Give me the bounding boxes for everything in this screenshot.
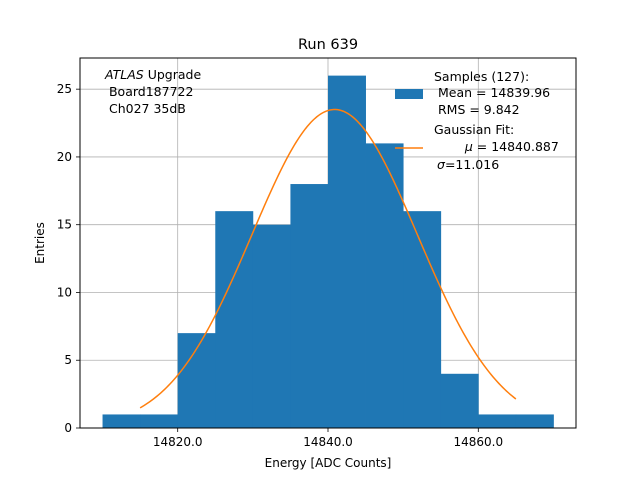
histogram-bar bbox=[440, 373, 479, 428]
annotation-channel: Ch027 35dB bbox=[105, 101, 186, 116]
x-tick-label: 14860.0 bbox=[453, 435, 503, 449]
annotation-upgrade: Upgrade bbox=[144, 67, 202, 82]
y-tick-label: 0 bbox=[64, 421, 72, 435]
gaussian-fit-curve bbox=[139, 108, 517, 409]
y-tick-label: 25 bbox=[57, 82, 72, 96]
x-axis-ticks: 14820.0 14840.0 14860.0 bbox=[153, 428, 503, 449]
legend-fit-mu-symbol: μ bbox=[464, 139, 473, 154]
svg-text:σ=11.016: σ=11.016 bbox=[437, 157, 499, 172]
y-axis-label: Entries bbox=[33, 222, 47, 264]
legend-samples-rms: RMS = 9.842 bbox=[434, 102, 520, 117]
svg-text:μ = 14840.887: μ = 14840.887 bbox=[437, 139, 579, 154]
y-tick-label: 5 bbox=[64, 353, 72, 367]
legend-fit-mu-value: = 14840.887 bbox=[473, 139, 559, 154]
histogram-bar bbox=[102, 414, 141, 428]
x-tick-label: 14840.0 bbox=[303, 435, 353, 449]
histogram-bar bbox=[478, 414, 517, 428]
legend: Samples (127): Mean = 14839.96 RMS = 9.8… bbox=[395, 69, 579, 172]
annotation-atlas: ATLAS bbox=[104, 67, 144, 82]
histogram-bar bbox=[403, 211, 442, 428]
legend-samples-swatch bbox=[395, 89, 423, 99]
x-axis-label: Energy [ADC Counts] bbox=[265, 456, 392, 470]
y-tick-label: 15 bbox=[57, 218, 72, 232]
histogram-bar bbox=[365, 143, 404, 428]
y-tick-label: 10 bbox=[57, 285, 72, 299]
y-axis-ticks: 0 5 10 15 20 25 bbox=[57, 82, 80, 435]
legend-fit-sigma-value: =11.016 bbox=[445, 157, 499, 172]
annotation-board: Board187722 bbox=[105, 84, 193, 99]
histogram-bar bbox=[328, 75, 366, 428]
y-tick-label: 20 bbox=[57, 150, 72, 164]
histogram-bar bbox=[290, 184, 329, 428]
x-tick-label: 14820.0 bbox=[153, 435, 203, 449]
histogram-bar bbox=[515, 414, 554, 428]
legend-fit-title: Gaussian Fit: bbox=[434, 122, 514, 137]
legend-fit-sigma-symbol: σ bbox=[437, 157, 446, 172]
run-annotation: ATLAS Upgrade Board187722 Ch027 35dB bbox=[104, 67, 201, 116]
histogram-bar bbox=[252, 224, 291, 428]
svg-text:ATLAS Upgrade: ATLAS Upgrade bbox=[104, 67, 201, 82]
legend-samples-mean: Mean = 14839.96 bbox=[434, 85, 550, 100]
histogram-bar bbox=[140, 414, 179, 428]
chart-title: Run 639 bbox=[298, 37, 358, 53]
legend-samples-title: Samples (127): bbox=[434, 69, 529, 84]
